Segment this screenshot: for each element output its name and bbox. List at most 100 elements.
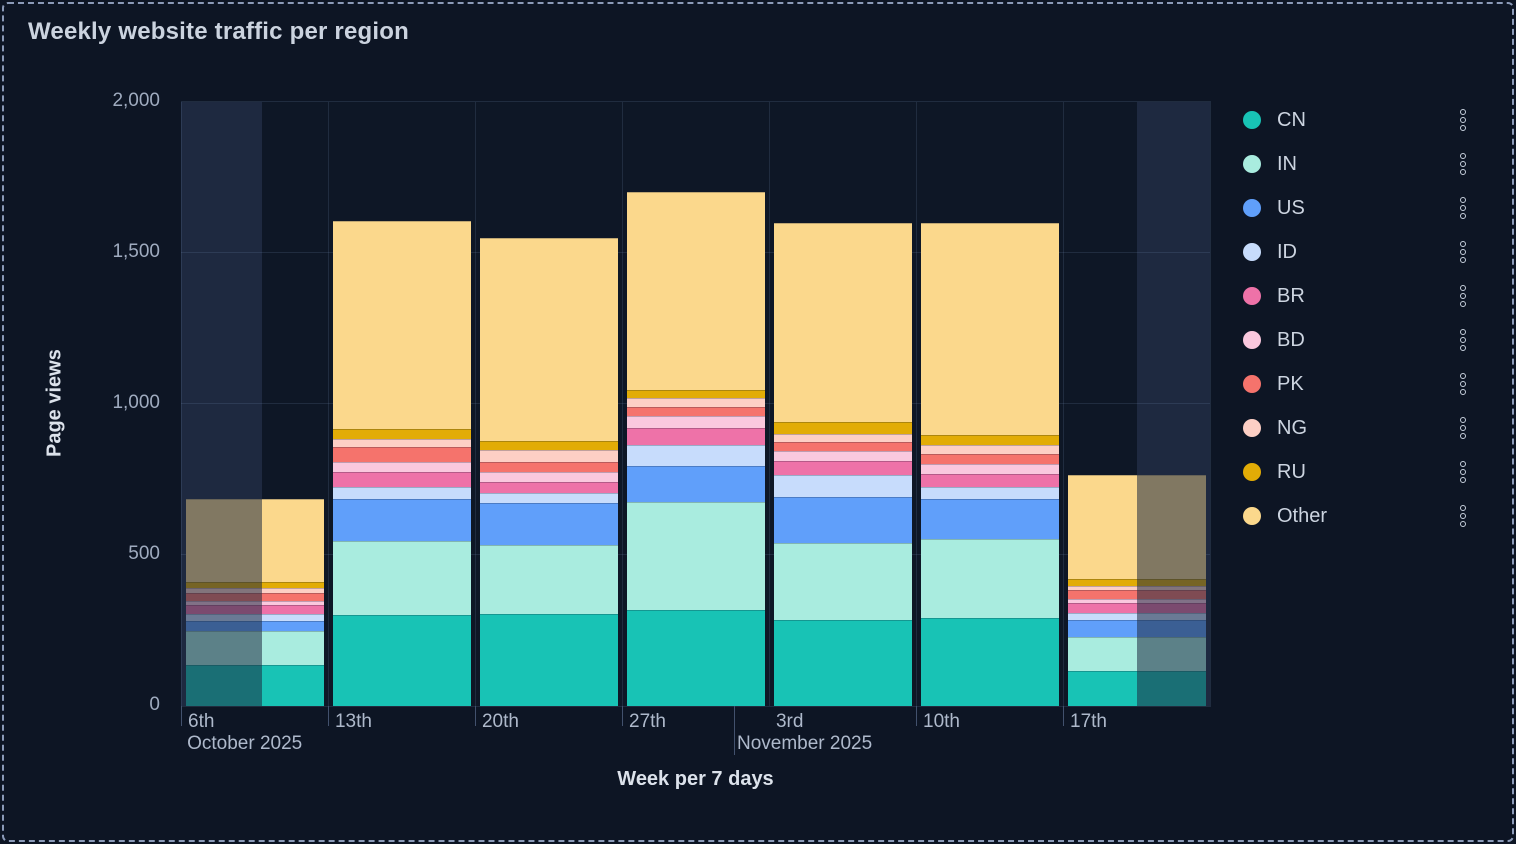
bar-segment-IN[interactable] bbox=[627, 501, 765, 611]
bar-segment-CN[interactable] bbox=[921, 618, 1059, 706]
kebab-menu-icon[interactable] bbox=[1457, 194, 1469, 222]
x-tick-label: 17th bbox=[1070, 711, 1107, 732]
bar-segment-ID[interactable] bbox=[774, 475, 912, 498]
legend-item-PK[interactable]: PK bbox=[1243, 362, 1469, 406]
bar-segment-PK[interactable] bbox=[774, 442, 912, 452]
kebab-menu-icon[interactable] bbox=[1457, 502, 1469, 530]
x-tick-label: 10th bbox=[923, 711, 960, 732]
bar-segment-Other[interactable] bbox=[921, 222, 1059, 435]
bar-segment-BR[interactable] bbox=[480, 482, 618, 494]
bar-segment-IN[interactable] bbox=[480, 545, 618, 614]
bar-column bbox=[916, 102, 1063, 706]
bar-segment-BD[interactable] bbox=[480, 472, 618, 483]
kebab-menu-icon[interactable] bbox=[1457, 370, 1469, 398]
bar-segment-RU[interactable] bbox=[480, 440, 618, 450]
bar-segment-NG[interactable] bbox=[333, 438, 471, 448]
bar-segment-ID[interactable] bbox=[627, 444, 765, 466]
legend-label: US bbox=[1277, 196, 1305, 219]
bar-segment-ID[interactable] bbox=[480, 493, 618, 504]
stacked-bar[interactable] bbox=[480, 238, 618, 706]
month-label: November 2025 bbox=[736, 733, 873, 754]
bar-segment-US[interactable] bbox=[774, 497, 912, 543]
kebab-menu-icon[interactable] bbox=[1457, 282, 1469, 310]
kebab-menu-icon[interactable] bbox=[1457, 106, 1469, 134]
y-tick-label: 500 bbox=[128, 543, 160, 564]
bar-segment-US[interactable] bbox=[921, 498, 1059, 540]
x-tick-label: 6th bbox=[188, 711, 215, 732]
x-axis-tick bbox=[181, 706, 182, 726]
bar-segment-PK[interactable] bbox=[627, 407, 765, 416]
stacked-bar[interactable] bbox=[1068, 474, 1206, 706]
stacked-bar[interactable] bbox=[627, 192, 765, 706]
legend: CN IN US ID BR BD PK NG RU Other bbox=[1243, 98, 1469, 538]
y-tick-label: 2,000 bbox=[112, 90, 160, 111]
stacked-bar[interactable] bbox=[186, 499, 324, 706]
kebab-menu-icon[interactable] bbox=[1457, 458, 1469, 486]
legend-item-CN[interactable]: CN bbox=[1243, 98, 1469, 142]
legend-item-BD[interactable]: BD bbox=[1243, 318, 1469, 362]
bar-column bbox=[328, 102, 475, 706]
bar-segment-IN[interactable] bbox=[774, 542, 912, 620]
bar-segment-BR[interactable] bbox=[921, 474, 1059, 488]
legend-item-US[interactable]: US bbox=[1243, 186, 1469, 230]
panel-title: Weekly website traffic per region bbox=[28, 18, 409, 45]
legend-swatch bbox=[1243, 375, 1261, 393]
legend-item-BR[interactable]: BR bbox=[1243, 274, 1469, 318]
bar-segment-BD[interactable] bbox=[627, 415, 765, 429]
bar-segment-BR[interactable] bbox=[774, 460, 912, 476]
bar-segment-RU[interactable] bbox=[774, 422, 912, 435]
bar-segment-BR[interactable] bbox=[333, 472, 471, 488]
legend-swatch bbox=[1243, 155, 1261, 173]
bar-segment-CN[interactable] bbox=[333, 615, 471, 706]
legend-item-RU[interactable]: RU bbox=[1243, 450, 1469, 494]
bar-segment-BR[interactable] bbox=[627, 428, 765, 445]
bar-segment-BD[interactable] bbox=[774, 451, 912, 461]
bar-segment-CN[interactable] bbox=[627, 610, 765, 706]
bar-segment-CN[interactable] bbox=[774, 619, 912, 706]
legend-item-ID[interactable]: ID bbox=[1243, 230, 1469, 274]
bar-segment-Other[interactable] bbox=[774, 222, 912, 423]
bar-segment-Other[interactable] bbox=[480, 238, 618, 441]
bar-segment-RU[interactable] bbox=[627, 390, 765, 399]
legend-item-Other[interactable]: Other bbox=[1243, 494, 1469, 538]
bar-segment-US[interactable] bbox=[333, 499, 471, 542]
x-tick-label: 13th bbox=[334, 711, 372, 732]
bar-segment-PK[interactable] bbox=[921, 454, 1059, 464]
bar-segment-NG[interactable] bbox=[921, 444, 1059, 455]
bar-segment-BD[interactable] bbox=[921, 463, 1059, 475]
bar-segment-NG[interactable] bbox=[480, 449, 618, 462]
bar-segment-ID[interactable] bbox=[333, 487, 471, 500]
kebab-menu-icon[interactable] bbox=[1457, 414, 1469, 442]
bar-columns bbox=[181, 102, 1210, 706]
bar-segment-RU[interactable] bbox=[333, 429, 471, 439]
kebab-menu-icon[interactable] bbox=[1457, 238, 1469, 266]
bar-segment-NG[interactable] bbox=[627, 398, 765, 408]
bar-segment-US[interactable] bbox=[480, 503, 618, 546]
legend-swatch bbox=[1243, 331, 1261, 349]
bar-segment-NG[interactable] bbox=[774, 434, 912, 443]
kebab-menu-icon[interactable] bbox=[1457, 326, 1469, 354]
dimmed-overlay bbox=[186, 499, 262, 706]
legend-item-IN[interactable]: IN bbox=[1243, 142, 1469, 186]
bar-column bbox=[1063, 102, 1210, 706]
bar-segment-Other[interactable] bbox=[627, 192, 765, 391]
bar-segment-PK[interactable] bbox=[480, 461, 618, 473]
bar-segment-BD[interactable] bbox=[333, 461, 471, 473]
bar-segment-US[interactable] bbox=[627, 465, 765, 502]
stacked-bar[interactable] bbox=[333, 221, 471, 706]
bar-segment-PK[interactable] bbox=[333, 447, 471, 462]
x-axis-tick bbox=[474, 706, 476, 726]
bar-segment-ID[interactable] bbox=[921, 487, 1059, 499]
bar-segment-CN[interactable] bbox=[480, 613, 618, 706]
kebab-menu-icon[interactable] bbox=[1457, 150, 1469, 178]
bar-segment-Other[interactable] bbox=[333, 221, 471, 430]
month-label: October 2025 bbox=[187, 733, 303, 754]
legend-item-NG[interactable]: NG bbox=[1243, 406, 1469, 450]
stacked-bar[interactable] bbox=[774, 222, 912, 706]
bar-segment-IN[interactable] bbox=[921, 539, 1059, 619]
bar-segment-RU[interactable] bbox=[921, 434, 1059, 445]
bar-segment-IN[interactable] bbox=[333, 541, 471, 616]
legend-label: BR bbox=[1277, 284, 1305, 307]
stacked-bar[interactable] bbox=[921, 222, 1059, 706]
